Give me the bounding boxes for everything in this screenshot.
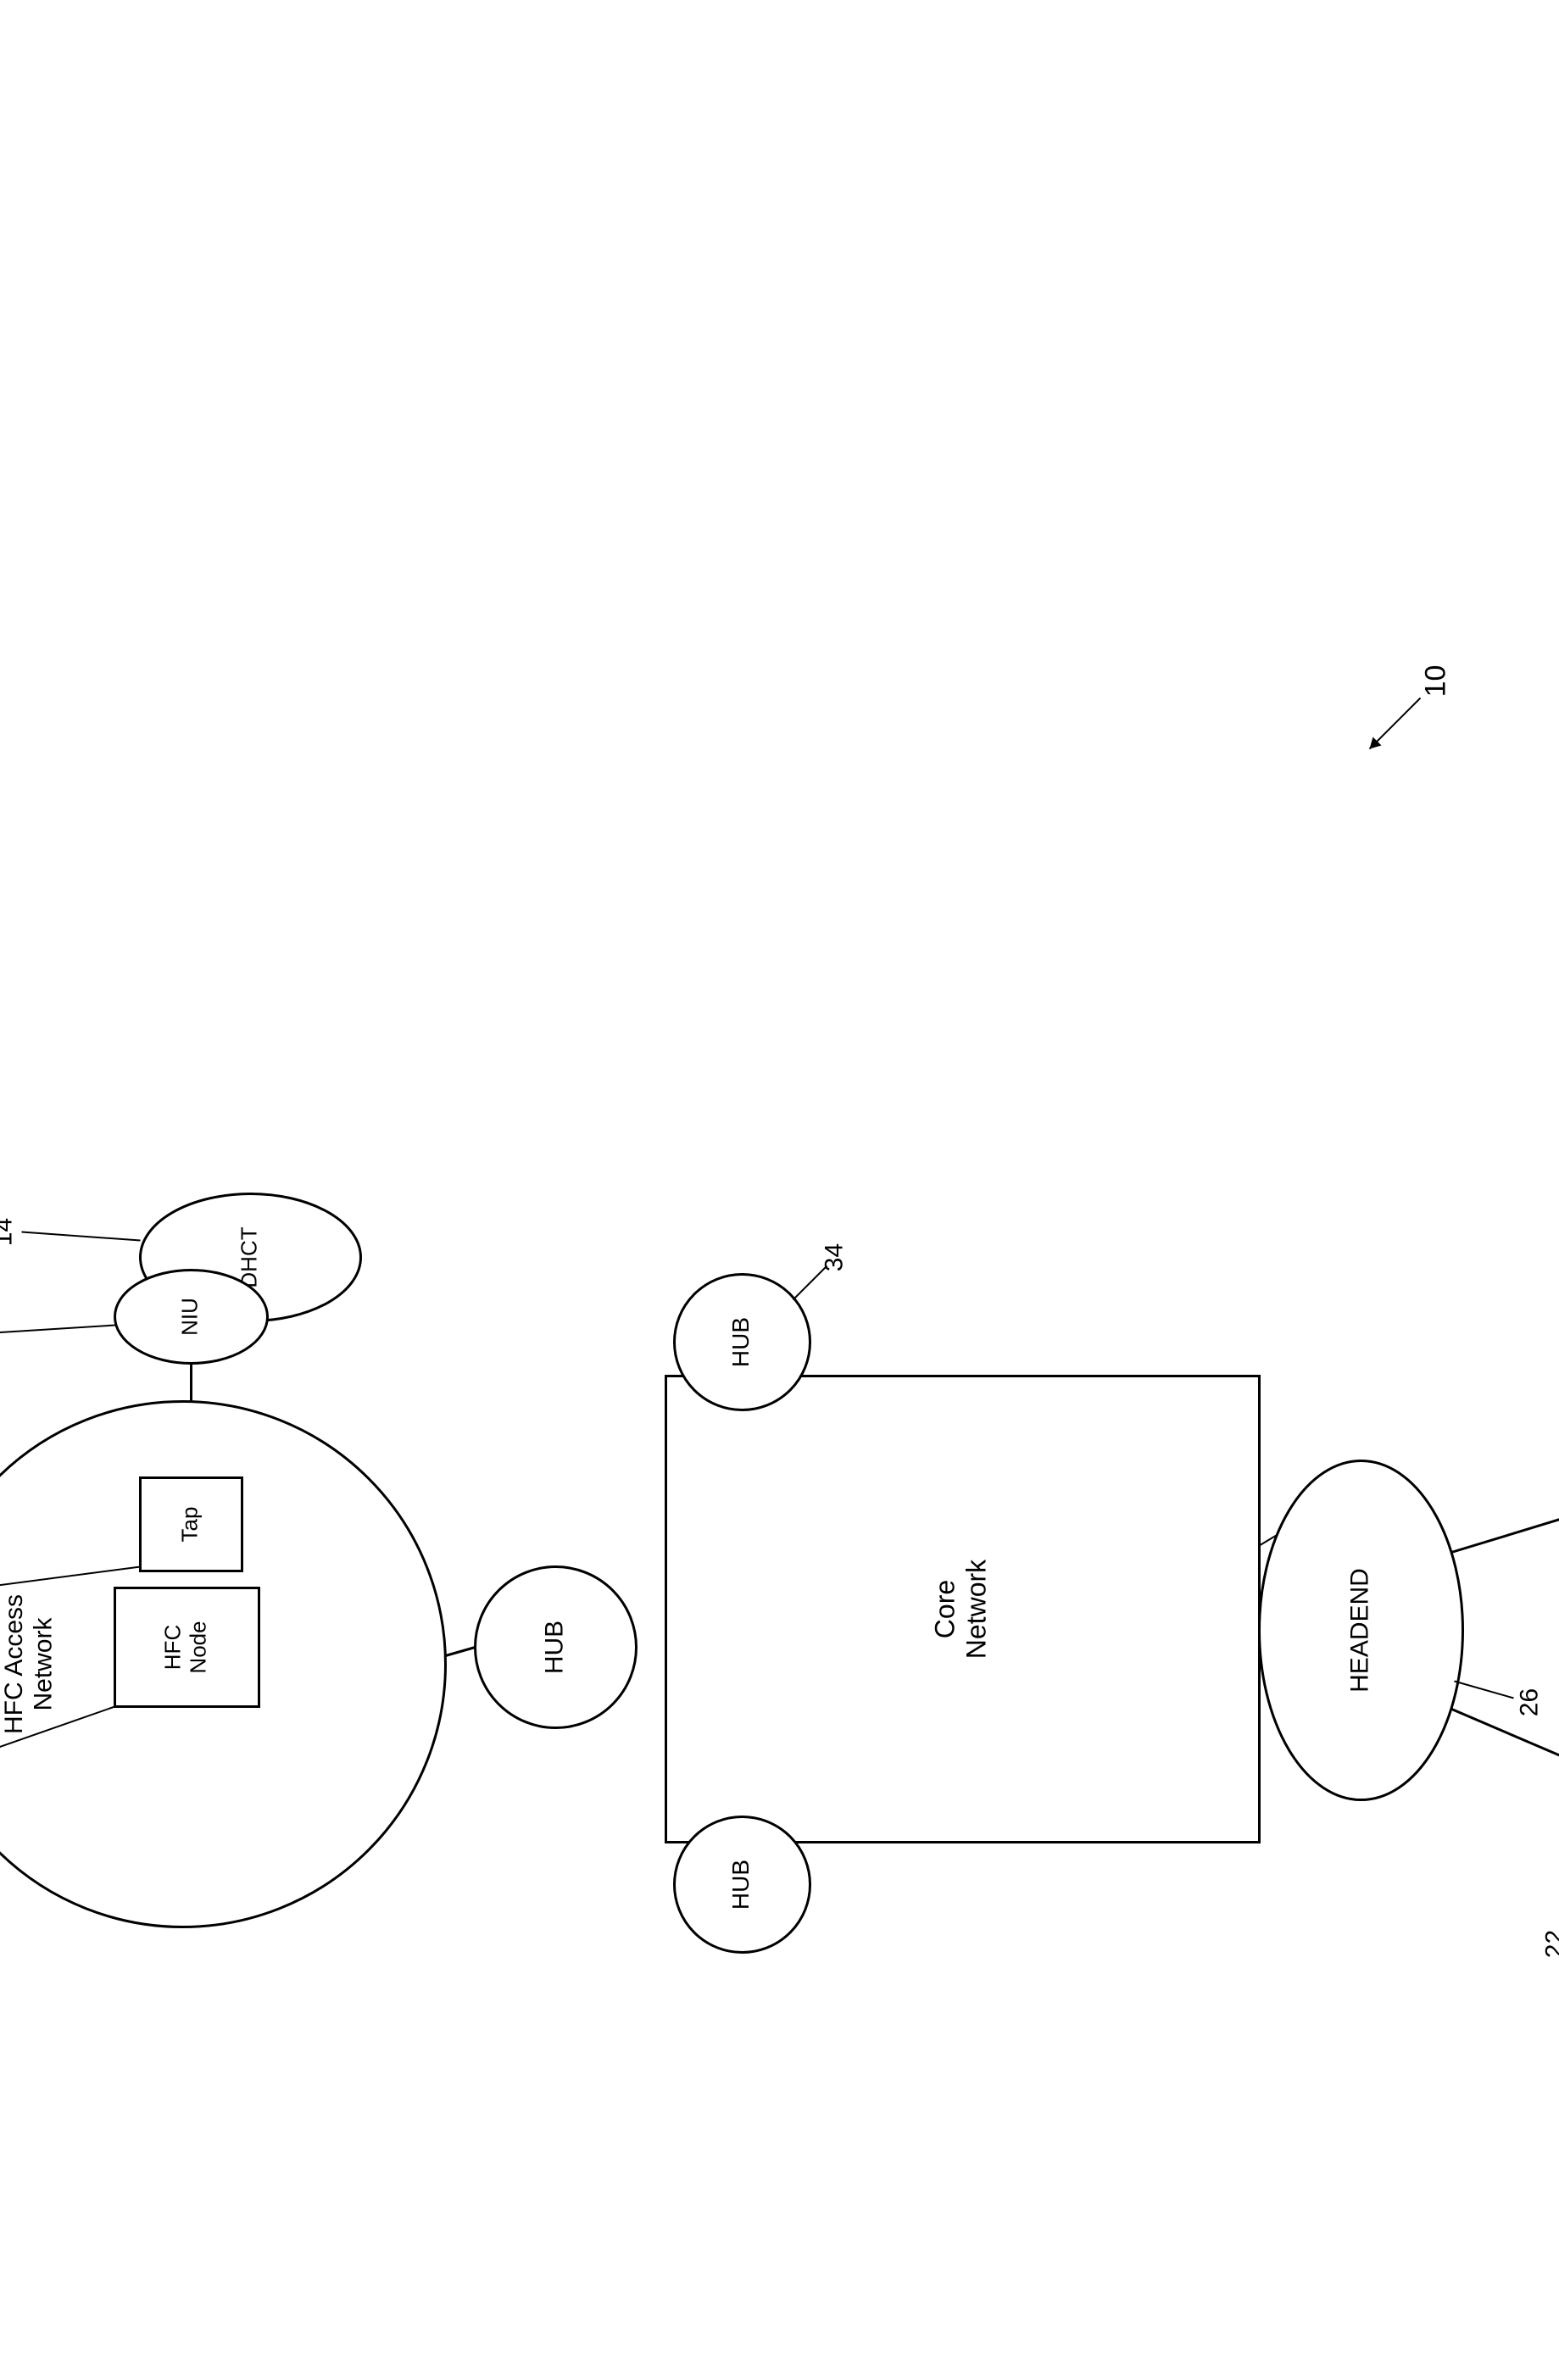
node-hub_right: HUB: [476, 1567, 637, 1728]
ref-headend: 26: [1515, 1688, 1543, 1716]
ref-dhct: 14: [0, 1218, 17, 1246]
ref-hub_bottom: 34: [820, 1243, 848, 1271]
label-core-0: Core: [930, 1580, 960, 1638]
leader-dhct: [22, 1232, 141, 1241]
node-headend: HEADEND: [1260, 1461, 1463, 1800]
label-hfc_net-0: HFC Access: [0, 1594, 28, 1734]
label-hfc_node-1: Node: [185, 1621, 210, 1673]
label-tap: Tap: [176, 1507, 202, 1543]
label-niu: NIU: [176, 1298, 202, 1336]
label-hfc_net-1: Network: [30, 1616, 58, 1710]
label-headend: HEADEND: [1345, 1568, 1373, 1693]
label-hfc_node-0: HFC: [159, 1625, 185, 1670]
label-hub_left: HUB: [727, 1860, 754, 1910]
label-core-1: Network: [960, 1559, 991, 1659]
node-hub_bottom: HUB: [675, 1275, 810, 1410]
label-hub_right: HUB: [540, 1621, 568, 1674]
node-hub_left: HUB: [675, 1817, 810, 1953]
edge-noc-headend: [1446, 1707, 1559, 1783]
label-hub_bottom: HUB: [727, 1317, 754, 1367]
edge-hub_right-hfc_net: [446, 1648, 476, 1656]
edge-cp-headend: [1446, 1495, 1559, 1554]
node-tap: Tap: [141, 1478, 242, 1571]
leader-headend: [1455, 1682, 1514, 1699]
node-hfc_node: HFCNode: [115, 1588, 259, 1707]
ref-figure-10: 10: [1419, 665, 1451, 698]
leader-niu: [0, 1326, 115, 1334]
node-niu: NIU: [115, 1271, 268, 1364]
node-core: CoreNetwork: [666, 1376, 1260, 1843]
ref-noc: 22: [1540, 1930, 1559, 1958]
label-dhct: DHCT: [236, 1226, 261, 1287]
